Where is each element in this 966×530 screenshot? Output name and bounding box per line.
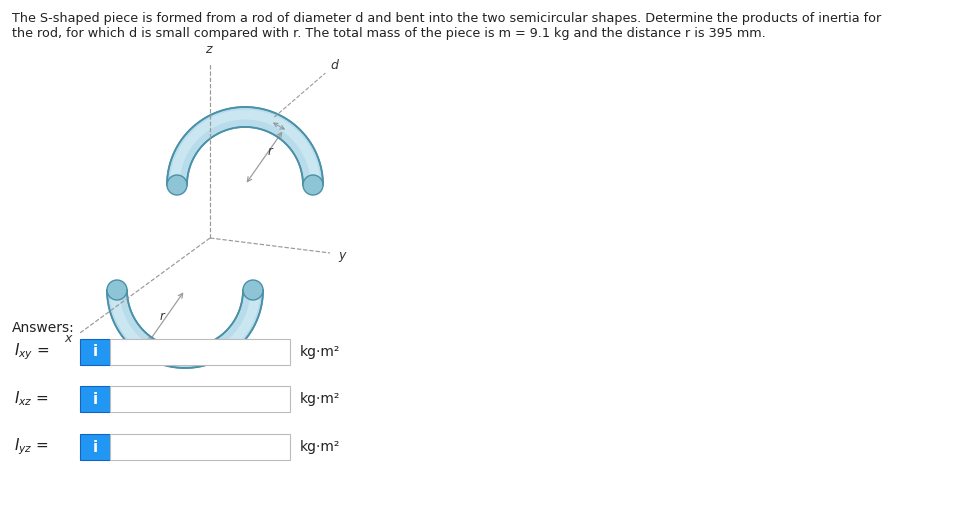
Text: the rod, for which d is small compared with r. The total mass of the piece is m : the rod, for which d is small compared w… — [12, 27, 766, 40]
Text: kg·m²: kg·m² — [300, 440, 340, 454]
FancyBboxPatch shape — [110, 434, 290, 460]
Circle shape — [167, 175, 187, 195]
FancyBboxPatch shape — [110, 386, 290, 412]
FancyBboxPatch shape — [80, 434, 110, 460]
Polygon shape — [167, 107, 323, 185]
Text: $I_{xz}$ =: $I_{xz}$ = — [14, 390, 49, 408]
Polygon shape — [107, 290, 263, 368]
Circle shape — [243, 280, 263, 300]
Text: i: i — [93, 439, 98, 455]
FancyBboxPatch shape — [110, 339, 290, 365]
FancyBboxPatch shape — [80, 386, 110, 412]
FancyBboxPatch shape — [80, 339, 110, 365]
Circle shape — [107, 280, 127, 300]
Text: z: z — [205, 43, 212, 56]
Text: Answers:: Answers: — [12, 321, 74, 335]
Circle shape — [303, 175, 323, 195]
Text: r: r — [159, 310, 164, 323]
Text: i: i — [93, 344, 98, 359]
Text: $I_{xy}$ =: $I_{xy}$ = — [14, 342, 49, 363]
Text: y: y — [338, 250, 346, 262]
Text: kg·m²: kg·m² — [300, 345, 340, 359]
Text: x: x — [65, 331, 72, 344]
Text: r: r — [268, 145, 272, 158]
Text: The S-shaped piece is formed from a rod of diameter d and bent into the two semi: The S-shaped piece is formed from a rod … — [12, 12, 881, 25]
Text: i: i — [93, 392, 98, 407]
Text: kg·m²: kg·m² — [300, 392, 340, 406]
Text: d: d — [330, 59, 338, 72]
Text: $I_{yz}$ =: $I_{yz}$ = — [14, 437, 49, 457]
